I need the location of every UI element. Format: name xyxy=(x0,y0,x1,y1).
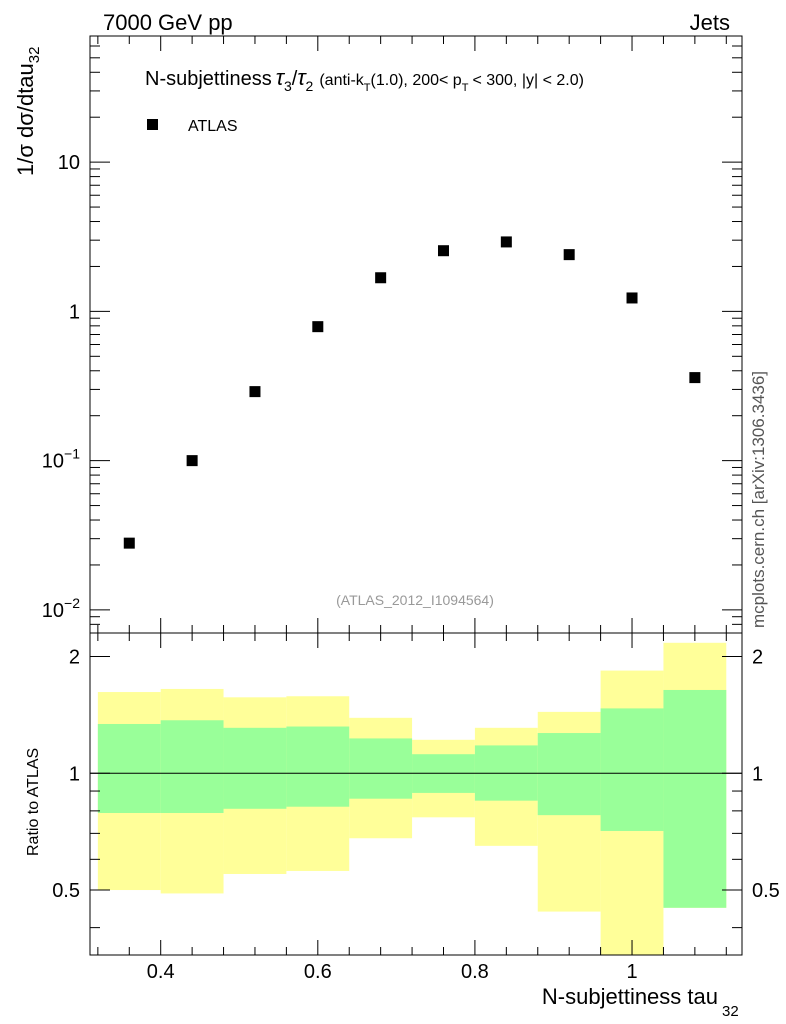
header-energy-label: 7000 GeV pp xyxy=(103,10,233,35)
main-ylabel: 1/σ dσ/dtau32 xyxy=(13,47,43,176)
main-axis-ticks: 10 1 10−1 10−2 xyxy=(42,35,742,634)
y-tick-label: 10−1 xyxy=(42,446,80,473)
ratio-ylabel: Ratio to ATLAS xyxy=(25,748,42,856)
inner-band-bin xyxy=(349,738,413,799)
legend-marker xyxy=(147,119,158,130)
y-tick-label-left: 1 xyxy=(69,763,80,785)
inner-band-bin xyxy=(286,726,350,807)
plot-title: N-subjettiness τ3/τ2 (anti-kT(1.0), 200< p… xyxy=(145,65,584,94)
inner-band-bin xyxy=(663,689,727,908)
inner-band-bin xyxy=(537,733,601,816)
x-tick-label: 1 xyxy=(626,961,637,983)
data-point xyxy=(186,455,198,467)
analysis-watermark: (ATLAS_2012_I1094564) xyxy=(336,592,494,608)
data-point xyxy=(563,249,575,261)
data-point xyxy=(437,245,449,257)
x-axis-title: N-subjettiness tau xyxy=(542,984,718,1009)
y-tick-label: 10 xyxy=(58,152,80,174)
ratio-plot-frame xyxy=(89,632,743,956)
y-tick-label-right: 0.5 xyxy=(752,880,780,902)
data-point xyxy=(375,272,387,284)
legend-label: ATLAS xyxy=(188,118,238,135)
main-data-points xyxy=(123,236,701,549)
data-point xyxy=(123,537,135,549)
inner-band-bin xyxy=(97,723,161,813)
ratio-bands xyxy=(97,642,727,955)
x-tick-label: 0.4 xyxy=(147,961,175,983)
inner-band-bin xyxy=(600,708,664,831)
y-tick-label-left: 2 xyxy=(69,647,80,669)
y-tick-label: 1 xyxy=(69,301,80,323)
data-point xyxy=(312,321,324,333)
data-point xyxy=(626,292,638,304)
data-point xyxy=(689,372,701,384)
header-process-label: Jets xyxy=(690,10,730,35)
x-axis-title-sub: 32 xyxy=(722,1003,739,1020)
side-source-label: mcplots.cern.ch [arXiv:1306.3436] xyxy=(749,371,768,628)
x-tick-label: 0.6 xyxy=(304,961,332,983)
inner-band-bin xyxy=(223,727,287,809)
y-tick-label-right: 2 xyxy=(752,647,763,669)
x-tick-label: 0.8 xyxy=(461,961,489,983)
ratio-axis-ticks: 0.4 0.6 0.8 1 2 2 1 1 0.5 0.5 xyxy=(52,633,780,983)
data-point xyxy=(500,236,512,248)
y-tick-label-left: 0.5 xyxy=(52,880,80,902)
y-tick-label: 10−2 xyxy=(42,595,80,622)
data-point xyxy=(249,386,261,398)
inner-band-bin xyxy=(160,720,224,813)
y-tick-label-right: 1 xyxy=(752,763,763,785)
